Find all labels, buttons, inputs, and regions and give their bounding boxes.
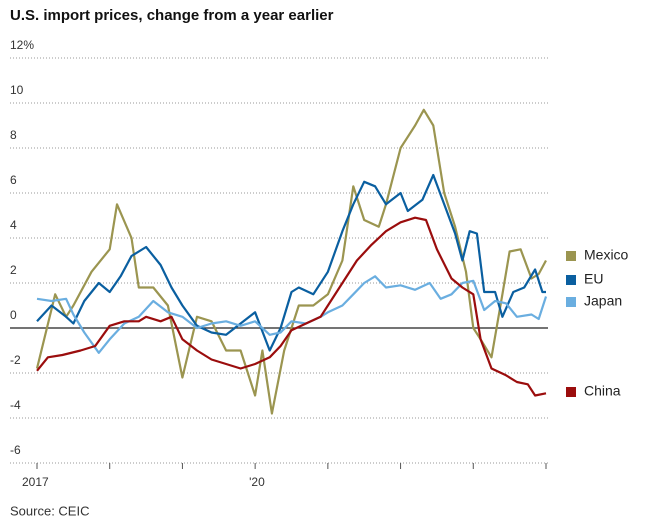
series-line	[35, 108, 547, 415]
y-tick-label: -6	[10, 443, 21, 457]
legend-swatch	[566, 275, 576, 285]
series-line	[36, 173, 546, 352]
y-tick-label: 6	[10, 173, 17, 187]
legend-swatch	[566, 251, 576, 261]
x-tick-label: 2017	[22, 475, 49, 489]
series-line	[36, 216, 547, 397]
y-tick-label: -4	[10, 398, 21, 412]
legend-swatch	[566, 387, 576, 397]
source: Source: CEIC	[10, 503, 89, 518]
legend-label: Mexico	[584, 247, 629, 263]
y-tick-label: 0	[10, 308, 17, 322]
y-tick-label: 8	[10, 128, 17, 142]
y-tick-label: 2	[10, 263, 17, 277]
y-tick-label: 4	[10, 218, 17, 232]
y-tick-label: 10	[10, 83, 24, 97]
legend-label: Japan	[584, 293, 622, 309]
legend-label: EU	[584, 271, 603, 287]
y-tick-label: -2	[10, 353, 21, 367]
legend-label: China	[584, 383, 621, 399]
x-tick-label: '20	[249, 475, 265, 489]
chart-title: U.S. import prices, change from a year e…	[10, 7, 334, 24]
legend-swatch	[566, 297, 576, 307]
y-tick-label: 12%	[10, 38, 34, 52]
